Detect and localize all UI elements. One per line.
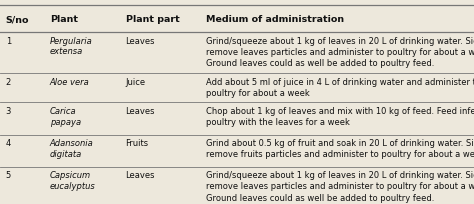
Text: 3: 3 xyxy=(6,107,11,116)
Text: Juice: Juice xyxy=(126,78,146,87)
Text: 4: 4 xyxy=(6,139,11,147)
Text: Capsicum
eucalyptus: Capsicum eucalyptus xyxy=(50,171,96,190)
Text: Leaves: Leaves xyxy=(126,37,155,45)
Text: Aloe vera: Aloe vera xyxy=(50,78,90,87)
Text: 2: 2 xyxy=(6,78,11,87)
Text: 5: 5 xyxy=(6,171,11,180)
Text: Add about 5 ml of juice in 4 L of drinking water and administer to
poultry for a: Add about 5 ml of juice in 4 L of drinki… xyxy=(206,78,474,98)
Text: Leaves: Leaves xyxy=(126,107,155,116)
Text: Plant: Plant xyxy=(50,15,78,24)
Text: Grind/squeeze about 1 kg of leaves in 20 L of drinking water. Sieve to
remove le: Grind/squeeze about 1 kg of leaves in 20… xyxy=(206,171,474,202)
Text: Adansonia
digitata: Adansonia digitata xyxy=(50,139,93,158)
Text: Chop about 1 kg of leaves and mix with 10 kg of feed. Feed infected
poultry with: Chop about 1 kg of leaves and mix with 1… xyxy=(206,107,474,127)
Text: Medium of administration: Medium of administration xyxy=(206,15,344,24)
Text: S/no: S/no xyxy=(6,15,29,24)
Text: Grind/squeeze about 1 kg of leaves in 20 L of drinking water. Sieve to
remove le: Grind/squeeze about 1 kg of leaves in 20… xyxy=(206,37,474,68)
Text: 1: 1 xyxy=(6,37,11,45)
Text: Plant part: Plant part xyxy=(126,15,179,24)
Text: Grind about 0.5 kg of fruit and soak in 20 L of drinking water. Sieve to
remove : Grind about 0.5 kg of fruit and soak in … xyxy=(206,139,474,159)
Text: Carica
papaya: Carica papaya xyxy=(50,107,81,126)
Text: Leaves: Leaves xyxy=(126,171,155,180)
Text: Fruits: Fruits xyxy=(126,139,149,147)
Text: Pergularia
extensa: Pergularia extensa xyxy=(50,37,92,56)
